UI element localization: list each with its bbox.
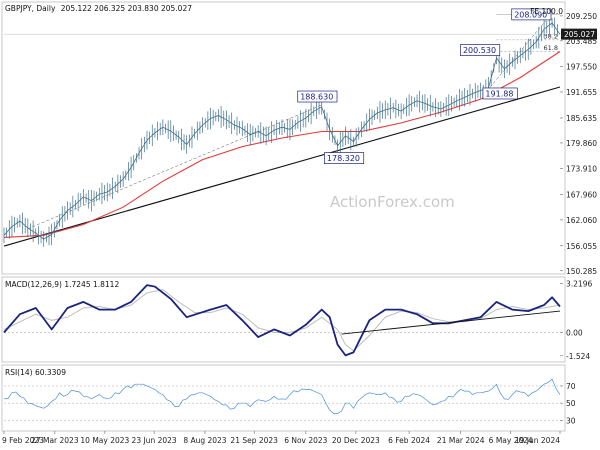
x-tick-label: 8 Aug 2023 — [183, 436, 226, 445]
chart-symbol-title: GBPJPY, Daily — [5, 4, 56, 13]
rsi-panel-frame — [1, 364, 566, 432]
x-tick-label: 6 Nov 2023 — [284, 436, 327, 445]
price-annotation-box — [511, 8, 552, 21]
rsi-line — [3, 378, 561, 414]
rsi-layer — [3, 378, 561, 421]
fib-level-label: 38.2 — [544, 32, 558, 40]
main-y-tick-label: 167.960 — [566, 190, 597, 199]
x-tick-label: 6 May 2024 — [489, 436, 533, 445]
price-annotation-label: 178.320 — [327, 154, 360, 163]
price-annotation-label: 191.88 — [485, 89, 513, 98]
rsi-y-tick-label: 70 — [566, 382, 576, 391]
projection-dashed-line — [27, 104, 322, 230]
macd-panel-title: MACD(12,26,9) 1.7245 1.8112 — [5, 280, 119, 289]
price-annotation-box — [297, 90, 338, 103]
main-y-tick-label: 203.485 — [566, 37, 597, 46]
x-tick-label: 6 Feb 2024 — [388, 436, 430, 445]
main-y-tick-label: 150.285 — [566, 267, 597, 276]
macd-signal-line — [3, 289, 561, 352]
macd-y-tick-label: -1.524 — [566, 352, 590, 361]
rsi-y-tick-label: 50 — [566, 399, 576, 408]
x-tick-label: 19 Jun 2024 — [515, 436, 560, 445]
watermark: ActionForex.com — [330, 193, 455, 211]
projection-dashed-line — [486, 20, 546, 92]
rsi-panel-title: RSI(14) 60.3309 — [5, 368, 66, 377]
main-price-layer: 208.090 200.530 191.88 188.630 178.320 — [3, 8, 561, 247]
macd-trendline — [341, 310, 561, 335]
main-y-tick-label: 197.550 — [566, 62, 597, 71]
x-tick-label: 21 Mar 2024 — [437, 436, 485, 445]
macd-layer — [3, 284, 561, 357]
rsi-y-tick-label: 30 — [566, 416, 576, 425]
macd-y-tick-label: 0.00 — [566, 328, 583, 337]
main-trendline — [3, 86, 561, 247]
x-tick-label: 20 Dec 2023 — [332, 436, 380, 445]
fib-level-label: 61.8 — [544, 44, 558, 52]
main-y-tick-label: 179.860 — [566, 139, 597, 148]
fib-top-label: FE 100.0 — [530, 7, 563, 16]
price-annotation-label: 188.630 — [300, 93, 333, 102]
price-line — [3, 22, 561, 240]
price-annotation-label: 200.530 — [463, 46, 496, 55]
main-chart-title: GBPJPY, Daily 205.122 206.325 203.830 20… — [5, 4, 192, 13]
moving-average-line — [3, 51, 561, 238]
x-tick-label: 10 May 2023 — [80, 436, 129, 445]
main-y-tick-label: 191.655 — [566, 88, 597, 97]
price-annotation-box — [460, 44, 501, 56]
x-tick-label: 9 Feb 2023 — [2, 436, 44, 445]
main-y-tick-label: 156.055 — [566, 242, 597, 251]
x-tick-label: 23 Jun 2023 — [132, 436, 177, 445]
ohlc-readout: 205.122 206.325 203.830 205.027 — [61, 4, 192, 13]
axis-layer: 209.250 203.485 197.550 191.655 185.635 179.8… — [2, 12, 597, 445]
price-annotation-box — [324, 152, 365, 164]
macd-line — [3, 284, 561, 357]
main-y-tick-label: 209.250 — [566, 12, 597, 21]
main-y-tick-label: 162.060 — [566, 216, 597, 225]
price-annotation-box — [482, 87, 518, 100]
x-tick-label: 21 Sep 2023 — [230, 436, 278, 445]
macd-y-tick-label: 3.2196 — [566, 279, 592, 288]
current-price-badge — [561, 28, 597, 40]
price-annotation-label: 208.090 — [514, 10, 547, 19]
main-y-tick-label: 173.910 — [566, 165, 597, 174]
main-y-tick-label: 185.635 — [566, 114, 597, 123]
current-price-label: 205.027 — [564, 30, 595, 39]
x-tick-label: 27 Mar 2023 — [31, 436, 79, 445]
